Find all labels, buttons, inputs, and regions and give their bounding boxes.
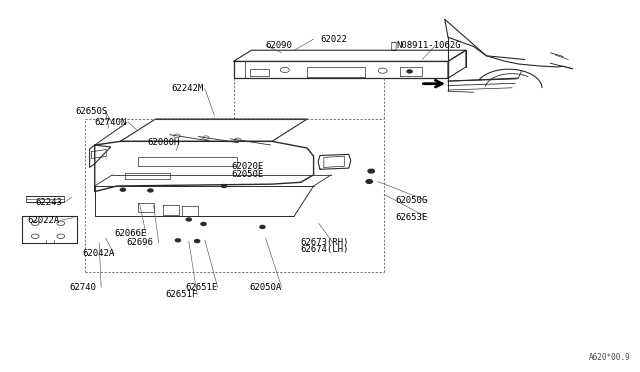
Text: 62740N: 62740N	[95, 118, 127, 126]
Circle shape	[221, 185, 227, 187]
Text: 62696: 62696	[127, 238, 154, 247]
Text: 62243: 62243	[35, 198, 62, 207]
Circle shape	[366, 180, 372, 183]
Text: N08911-1062G: N08911-1062G	[397, 41, 461, 50]
Text: 62740: 62740	[69, 283, 96, 292]
Circle shape	[201, 222, 206, 225]
Text: 62022A: 62022A	[28, 216, 60, 225]
Text: 62650S: 62650S	[76, 107, 108, 116]
Circle shape	[148, 189, 153, 192]
Text: 62050A: 62050A	[250, 283, 282, 292]
Circle shape	[407, 70, 412, 73]
Text: 62066E: 62066E	[114, 229, 146, 238]
Text: 62050G: 62050G	[396, 196, 428, 205]
Text: 62042A: 62042A	[82, 249, 114, 258]
Circle shape	[120, 188, 125, 191]
Text: A620*00.9: A620*00.9	[589, 353, 630, 362]
Text: 62090: 62090	[266, 41, 292, 50]
Text: 62050E: 62050E	[232, 170, 264, 179]
Text: 62080H: 62080H	[147, 138, 179, 147]
Text: 62022: 62022	[320, 35, 347, 44]
Text: 62674(LH): 62674(LH)	[301, 246, 349, 254]
Circle shape	[186, 218, 191, 221]
Text: 62653E: 62653E	[396, 213, 428, 222]
Circle shape	[175, 239, 180, 242]
Text: 62020E: 62020E	[232, 162, 264, 171]
Circle shape	[368, 169, 374, 173]
Text: Ⓝ: Ⓝ	[390, 41, 396, 50]
Circle shape	[260, 225, 265, 228]
Circle shape	[195, 240, 200, 243]
Text: 62651E: 62651E	[186, 283, 218, 292]
Text: 62651F: 62651F	[165, 290, 197, 299]
Text: 62242M: 62242M	[171, 84, 203, 93]
Text: 62673(RH): 62673(RH)	[301, 238, 349, 247]
